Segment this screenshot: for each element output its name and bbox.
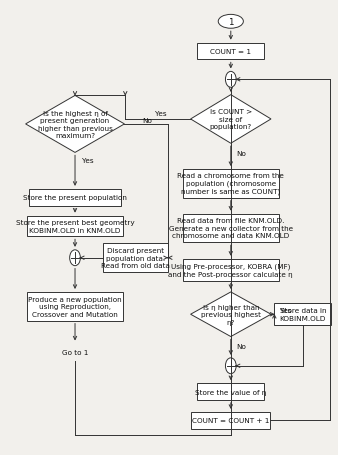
FancyBboxPatch shape	[29, 189, 121, 206]
Text: Go to 1: Go to 1	[62, 349, 88, 355]
FancyBboxPatch shape	[27, 292, 123, 321]
FancyBboxPatch shape	[274, 303, 331, 325]
Text: Store data in
KOBINM.OLD: Store data in KOBINM.OLD	[280, 308, 326, 321]
Text: No: No	[236, 343, 246, 349]
Text: No: No	[142, 118, 152, 124]
FancyBboxPatch shape	[27, 216, 123, 237]
Text: Is COUNT >
size of
population?: Is COUNT > size of population?	[210, 109, 252, 130]
Text: Produce a new population
using Reproduction,
Crossover and Mutation: Produce a new population using Reproduct…	[28, 296, 122, 317]
Polygon shape	[191, 292, 271, 337]
FancyBboxPatch shape	[183, 214, 279, 243]
FancyBboxPatch shape	[197, 383, 264, 400]
Circle shape	[225, 358, 236, 374]
Text: No: No	[236, 150, 246, 157]
FancyBboxPatch shape	[183, 259, 279, 281]
Text: 1: 1	[228, 18, 234, 27]
Text: Store the value of η: Store the value of η	[195, 389, 266, 394]
FancyBboxPatch shape	[183, 170, 279, 198]
FancyBboxPatch shape	[191, 412, 270, 429]
Text: Yes: Yes	[82, 158, 93, 164]
Text: Yes: Yes	[154, 111, 166, 117]
Text: Read a chromosome from the
population (chromosome
number is same as COUNT): Read a chromosome from the population (c…	[177, 173, 284, 195]
Text: Store the present population: Store the present population	[23, 195, 127, 201]
FancyBboxPatch shape	[103, 244, 168, 273]
Ellipse shape	[218, 15, 243, 29]
Text: Yes: Yes	[280, 308, 292, 313]
Polygon shape	[26, 96, 124, 153]
FancyBboxPatch shape	[197, 44, 264, 61]
Text: COUNT = COUNT + 1: COUNT = COUNT + 1	[192, 417, 269, 423]
Text: Is the highest η of
present generation
higher than previous
maximum?: Is the highest η of present generation h…	[38, 111, 113, 139]
Text: Discard present
population data.
Read from old data: Discard present population data. Read fr…	[101, 248, 170, 268]
Polygon shape	[191, 96, 271, 144]
Circle shape	[70, 250, 80, 266]
Text: Store the present best geometry
KOBINM.OLD in KNM.OLD: Store the present best geometry KOBINM.O…	[16, 220, 134, 233]
Text: Is η higher than
previous highest
η?: Is η higher than previous highest η?	[201, 304, 261, 325]
Text: Using Pre-processor, KOBRA (MF)
and the Post-processor calculate η: Using Pre-processor, KOBRA (MF) and the …	[168, 263, 293, 277]
Circle shape	[225, 72, 236, 88]
Text: COUNT = 1: COUNT = 1	[210, 49, 251, 55]
Text: Read data from file KNM.OLD.
Generate a new collector from the
chromosome and da: Read data from file KNM.OLD. Generate a …	[169, 218, 293, 239]
